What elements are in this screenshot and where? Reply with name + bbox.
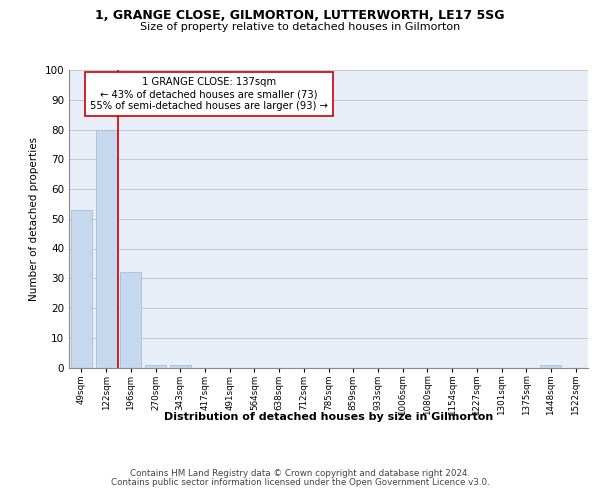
Bar (170, 364, 191, 368)
Text: 1, GRANGE CLOSE, GILMORTON, LUTTERWORTH, LE17 5SG: 1, GRANGE CLOSE, GILMORTON, LUTTERWORTH,… (95, 9, 505, 22)
Bar (71, 210, 92, 368)
Text: Distribution of detached houses by size in Gilmorton: Distribution of detached houses by size … (164, 412, 493, 422)
Bar (145, 364, 166, 368)
Bar (95, 130, 116, 368)
Bar (120, 272, 141, 368)
Text: Contains public sector information licensed under the Open Government Licence v3: Contains public sector information licen… (110, 478, 490, 487)
Text: Size of property relative to detached houses in Gilmorton: Size of property relative to detached ho… (140, 22, 460, 32)
Y-axis label: Number of detached properties: Number of detached properties (29, 136, 39, 301)
Text: 1 GRANGE CLOSE: 137sqm
← 43% of detached houses are smaller (73)
55% of semi-det: 1 GRANGE CLOSE: 137sqm ← 43% of detached… (90, 78, 328, 110)
Text: Contains HM Land Registry data © Crown copyright and database right 2024.: Contains HM Land Registry data © Crown c… (130, 469, 470, 478)
Bar (541, 364, 562, 368)
